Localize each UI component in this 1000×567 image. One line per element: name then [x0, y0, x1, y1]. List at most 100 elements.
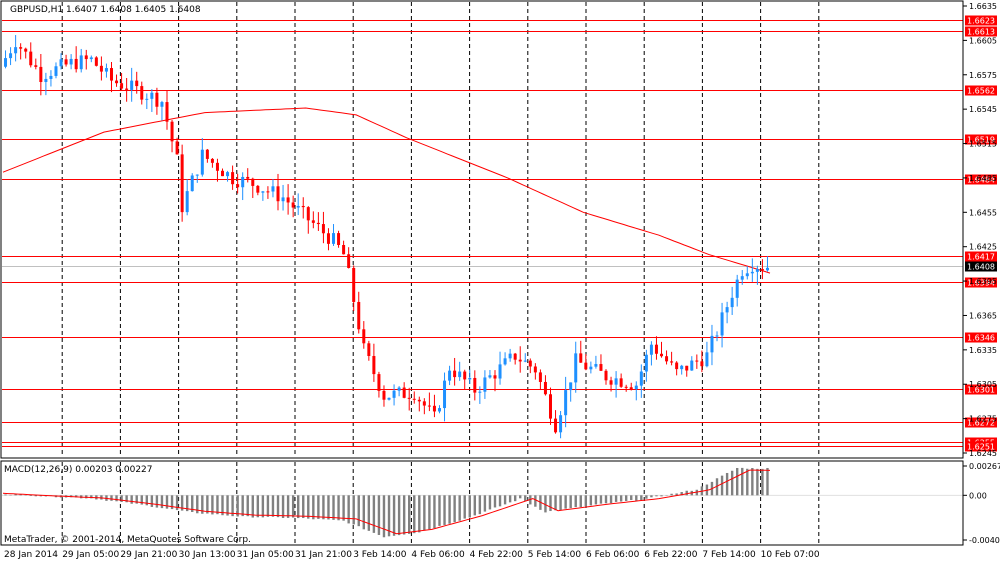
macd-histogram-bar — [549, 495, 551, 511]
candle-body — [140, 86, 143, 100]
candle-body — [655, 345, 658, 354]
candle-body — [605, 371, 608, 380]
macd-histogram-bar — [368, 495, 370, 531]
candle-body — [201, 150, 204, 175]
candle-body — [14, 47, 17, 53]
candle-body — [529, 361, 532, 367]
candle-body — [181, 154, 184, 212]
candle-body — [534, 366, 537, 372]
candle-body — [433, 406, 436, 412]
macd-histogram-bar — [625, 495, 627, 501]
level-price-label: 1.6346 — [967, 334, 995, 343]
macd-histogram-bar — [519, 495, 521, 498]
macd-histogram-bar — [342, 495, 344, 520]
candle-body — [282, 197, 285, 201]
candle-body — [221, 171, 224, 176]
macd-histogram-bar — [115, 495, 117, 501]
macd-histogram-bar — [383, 495, 385, 537]
macd-histogram-bar — [166, 495, 168, 508]
time-axis-label: 30 Jan 13:00 — [179, 550, 236, 560]
time-axis-label: 29 Jan 05:00 — [62, 550, 119, 560]
candle-body — [690, 361, 693, 371]
price-tick-label: 1.6335 — [969, 346, 997, 355]
candle-body — [271, 186, 274, 191]
macd-histogram-bar — [433, 495, 435, 528]
candle-body — [362, 329, 365, 343]
macd-histogram-bar — [120, 495, 122, 502]
candle-body — [277, 186, 280, 201]
candle-body — [105, 68, 108, 72]
candle-body — [493, 375, 496, 378]
macd-histogram-bar — [448, 495, 450, 523]
macd-histogram-bar — [408, 495, 410, 534]
candle-body — [721, 312, 724, 335]
candle-body — [524, 361, 527, 362]
macd-histogram-bar — [559, 495, 561, 510]
macd-histogram-bar — [746, 469, 748, 496]
candle-body — [448, 371, 451, 381]
macd-histogram-bar — [358, 495, 360, 526]
macd-histogram-bar — [766, 468, 768, 495]
macd-histogram-bar — [287, 495, 289, 518]
candle-body — [488, 375, 491, 377]
macd-histogram-bar — [615, 495, 617, 502]
candle-body — [150, 93, 153, 99]
macd-histogram-bar — [438, 495, 440, 526]
candle-body — [710, 336, 713, 352]
macd-histogram-bar — [620, 495, 622, 501]
time-axis-label: 28 Jan 2014 — [4, 550, 58, 560]
macd-histogram-bar — [499, 495, 501, 506]
candle-body — [423, 401, 426, 405]
time-axis-label: 10 Feb 07:00 — [761, 550, 820, 560]
candle-body — [680, 366, 683, 369]
macd-histogram-bar — [110, 495, 112, 500]
macd-histogram-bar — [393, 495, 395, 535]
macd-histogram-bar — [216, 495, 218, 514]
candle-body — [160, 102, 163, 107]
candle-body — [382, 391, 385, 400]
candle-body — [196, 175, 199, 176]
candle-body — [539, 372, 542, 382]
macd-histogram-bar — [151, 495, 153, 507]
macd-histogram-bar — [206, 495, 208, 513]
macd-histogram-bar — [257, 495, 259, 517]
macd-histogram-bar — [600, 495, 602, 503]
time-axis-label: 4 Feb 22:00 — [470, 550, 524, 560]
candle-body — [292, 202, 295, 207]
candle-body — [438, 408, 441, 411]
macd-histogram-bar — [378, 495, 380, 535]
price-tick-label: 1.6275 — [969, 415, 997, 424]
candle-body — [589, 367, 592, 370]
price-tick-label: 1.6575 — [969, 71, 997, 80]
macd-histogram-bar — [610, 495, 612, 503]
candle-body — [95, 57, 98, 65]
candle-body — [39, 67, 42, 82]
candle-body — [716, 335, 719, 336]
macd-histogram-bar — [650, 495, 652, 497]
candle-body — [766, 268, 769, 271]
time-axis-label: 6 Feb 06:00 — [586, 550, 640, 560]
macd-histogram-bar — [479, 495, 481, 514]
macd-histogram-bar — [514, 495, 516, 501]
candle-body — [125, 89, 128, 90]
macd-histogram-bar — [30, 495, 32, 496]
level-price-label: 1.6562 — [967, 87, 995, 96]
candle-body — [620, 378, 623, 386]
macd-histogram-bar — [262, 495, 264, 517]
macd-histogram-bar — [297, 495, 299, 518]
macd-tick-label: 0.00 — [969, 491, 987, 500]
macd-histogram-bar — [635, 495, 637, 500]
macd-histogram-bar — [4, 494, 6, 495]
macd-histogram-bar — [302, 495, 304, 518]
macd-histogram-bar — [322, 495, 324, 519]
candle-body — [34, 65, 37, 67]
price-tick-label: 1.6545 — [969, 105, 997, 114]
candle-body — [403, 388, 406, 398]
macd-histogram-bar — [267, 495, 269, 517]
macd-histogram-bar — [464, 495, 466, 518]
candle-body — [186, 191, 189, 212]
candle-body — [519, 360, 522, 362]
candle-body — [211, 159, 214, 163]
candle-body — [569, 382, 572, 390]
